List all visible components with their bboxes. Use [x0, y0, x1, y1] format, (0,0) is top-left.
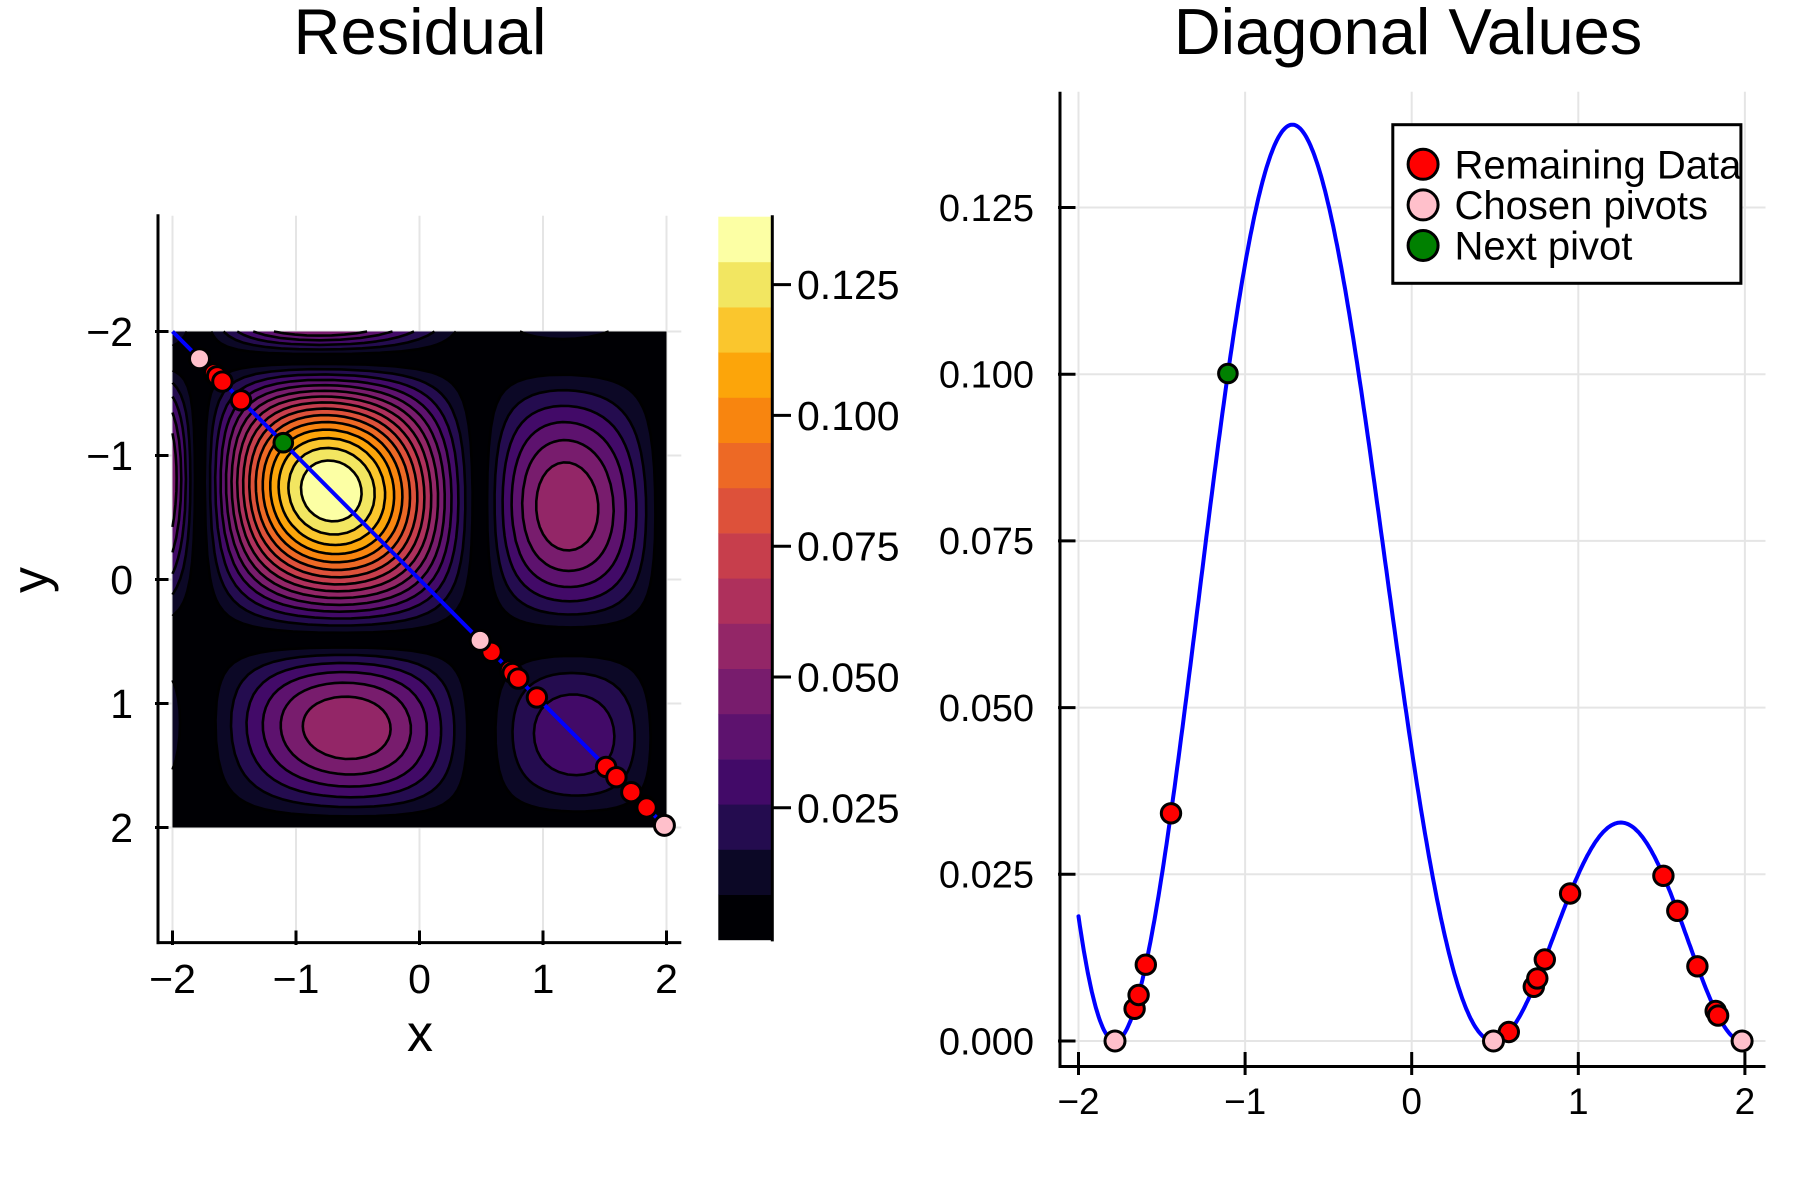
svg-text:Remaining Data: Remaining Data — [1455, 143, 1743, 187]
svg-text:0.125: 0.125 — [797, 262, 900, 308]
svg-text:−2: −2 — [149, 956, 196, 1002]
svg-text:0.125: 0.125 — [939, 188, 1034, 230]
svg-text:2: 2 — [1735, 1081, 1756, 1122]
svg-text:0: 0 — [408, 956, 431, 1002]
svg-text:0.075: 0.075 — [939, 521, 1034, 563]
svg-text:Diagonal Values: Diagonal Values — [1174, 0, 1643, 68]
svg-text:0.025: 0.025 — [797, 785, 900, 831]
svg-text:0.100: 0.100 — [797, 393, 900, 439]
svg-text:0.075: 0.075 — [797, 524, 900, 570]
svg-text:−1: −1 — [86, 433, 133, 479]
svg-text:0.025: 0.025 — [939, 855, 1034, 897]
svg-text:Chosen pivots: Chosen pivots — [1455, 184, 1708, 228]
svg-text:x: x — [407, 1005, 433, 1063]
svg-text:0.050: 0.050 — [939, 688, 1034, 730]
svg-text:−1: −1 — [273, 956, 320, 1002]
svg-text:Residual: Residual — [294, 0, 547, 68]
svg-text:2: 2 — [110, 805, 133, 851]
svg-text:y: y — [2, 567, 60, 593]
svg-text:−2: −2 — [1057, 1081, 1099, 1122]
svg-text:1: 1 — [110, 681, 133, 727]
svg-text:−1: −1 — [1224, 1081, 1266, 1122]
svg-text:0.050: 0.050 — [797, 655, 900, 701]
svg-text:0: 0 — [110, 557, 133, 603]
svg-text:0.000: 0.000 — [939, 1021, 1034, 1063]
svg-text:2: 2 — [655, 956, 678, 1002]
svg-text:−2: −2 — [86, 309, 133, 355]
svg-text:0.100: 0.100 — [939, 355, 1034, 397]
svg-text:1: 1 — [1568, 1081, 1589, 1122]
svg-text:1: 1 — [532, 956, 555, 1002]
svg-text:0: 0 — [1401, 1081, 1422, 1122]
svg-text:Next pivot: Next pivot — [1455, 225, 1633, 269]
